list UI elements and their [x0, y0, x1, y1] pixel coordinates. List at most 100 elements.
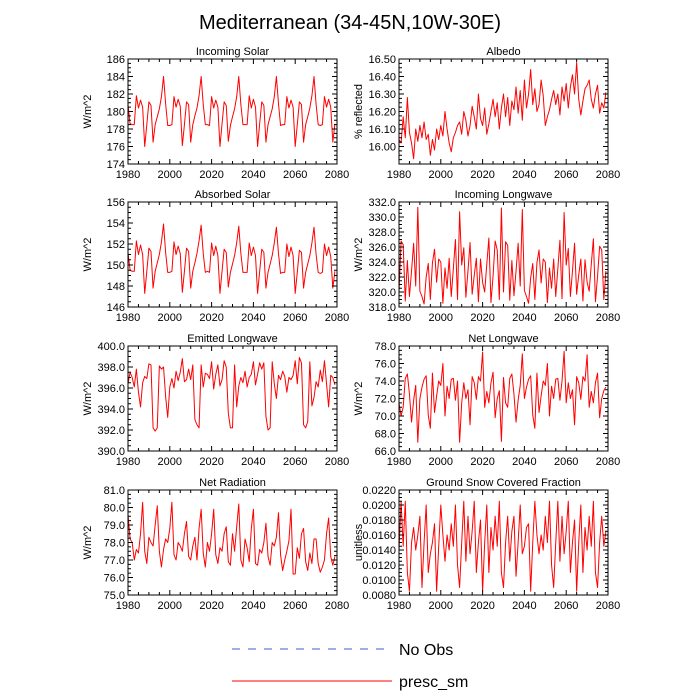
y-tick-label-net-radiation: 81.0 [104, 485, 125, 497]
y-tick-label-incoming-solar: 180 [107, 107, 125, 119]
y-tick-label-ground-snow-covered-fraction: 0.0180 [362, 515, 396, 527]
x-tick-label-absorbed-solar: 2060 [283, 312, 307, 324]
panel-net-longwave: Net Longwave W/m^2 1980 2000 2020 2040 2060 208… [353, 333, 620, 468]
x-tick-label-incoming-solar: 2040 [241, 169, 265, 181]
panel-title-ground-snow-covered-fraction: Ground Snow Covered Fraction [426, 477, 581, 489]
y-tick-label-emitted-longwave: 390.0 [97, 446, 125, 458]
y-tick-label-albedo: 16.00 [368, 142, 396, 154]
y-tick-label-net-radiation: 77.0 [104, 555, 125, 567]
x-tick-label-ground-snow-covered-fraction: 2020 [470, 600, 494, 612]
x-tick-label-net-longwave: 2080 [596, 456, 620, 468]
plot-frame-albedo [398, 58, 609, 165]
panel-absorbed-solar: Absorbed Solar W/m^2 1980 2000 2020 2040 2060 2… [82, 189, 349, 324]
x-tick-label-emitted-longwave: 1980 [116, 456, 140, 468]
y-tick-label-absorbed-solar: 154 [107, 218, 125, 230]
y-tick-label-incoming-longwave: 318.0 [368, 302, 396, 314]
y-tick-label-net-radiation: 75.0 [104, 590, 125, 602]
y-tick-label-albedo: 16.20 [368, 107, 396, 119]
y-tick-label-incoming-longwave: 324.0 [368, 257, 396, 269]
x-tick-label-ground-snow-covered-fraction: 1980 [387, 600, 411, 612]
plot-frame-emitted-longwave [127, 345, 338, 452]
panel-net-radiation: Net Radiation W/m^2 1980 2000 2020 2040 2060 20… [82, 477, 349, 612]
x-tick-label-net-radiation: 2000 [158, 600, 182, 612]
y-tick-label-ground-snow-covered-fraction: 0.0080 [362, 590, 396, 602]
y-tick-label-ground-snow-covered-fraction: 0.0160 [362, 530, 396, 542]
x-tick-label-net-radiation: 2040 [241, 600, 265, 612]
x-tick-label-incoming-solar: 1980 [116, 169, 140, 181]
series-line-presc-sm-incoming-solar [128, 76, 336, 147]
x-tick-label-absorbed-solar: 1980 [116, 312, 140, 324]
panel-title-absorbed-solar: Absorbed Solar [195, 189, 271, 201]
y-tick-label-albedo: 16.30 [368, 89, 396, 101]
y-tick-label-absorbed-solar: 146 [107, 302, 125, 314]
x-tick-label-absorbed-solar: 2080 [325, 312, 349, 324]
panel-title-net-radiation: Net Radiation [199, 477, 266, 489]
y-tick-label-net-longwave: 66.0 [375, 446, 396, 458]
x-tick-label-net-longwave: 2060 [554, 456, 578, 468]
y-axis-label-emitted-longwave: W/m^2 [82, 382, 94, 416]
y-tick-label-ground-snow-covered-fraction: 0.0220 [362, 485, 396, 497]
y-tick-label-net-radiation: 79.0 [104, 520, 125, 532]
figure-title: Mediterranean (34-45N,10W-30E) [199, 12, 501, 34]
y-tick-label-incoming-longwave: 330.0 [368, 212, 396, 224]
x-tick-label-net-longwave: 2020 [470, 456, 494, 468]
x-tick-label-ground-snow-covered-fraction: 2000 [429, 600, 453, 612]
y-tick-label-albedo: 16.40 [368, 72, 396, 84]
plot-frame-net-longwave [398, 345, 609, 452]
x-tick-label-net-longwave: 2040 [512, 456, 536, 468]
y-axis-label-incoming-solar: W/m^2 [82, 95, 94, 129]
panel-title-albedo: Albedo [486, 46, 520, 58]
x-tick-label-emitted-longwave: 2080 [325, 456, 349, 468]
x-tick-label-net-radiation: 2080 [325, 600, 349, 612]
x-tick-label-net-radiation: 1980 [116, 600, 140, 612]
y-tick-label-net-longwave: 78.0 [375, 341, 396, 353]
y-tick-label-net-longwave: 70.0 [375, 411, 396, 423]
y-tick-label-albedo: 16.10 [368, 124, 396, 136]
x-tick-label-incoming-longwave: 2040 [512, 312, 536, 324]
x-tick-label-ground-snow-covered-fraction: 2040 [512, 600, 536, 612]
y-tick-label-incoming-solar: 186 [107, 54, 125, 66]
y-tick-label-net-radiation: 78.0 [104, 538, 125, 550]
series-line-presc-sm-albedo [399, 62, 607, 160]
x-tick-label-emitted-longwave: 2060 [283, 456, 307, 468]
y-tick-label-incoming-solar: 184 [107, 72, 125, 84]
y-tick-label-net-longwave: 72.0 [375, 394, 396, 406]
x-tick-label-ground-snow-covered-fraction: 2060 [554, 600, 578, 612]
panel-title-incoming-longwave: Incoming Longwave [455, 189, 553, 201]
x-tick-label-ground-snow-covered-fraction: 2080 [596, 600, 620, 612]
y-tick-label-net-longwave: 76.0 [375, 359, 396, 371]
x-tick-label-albedo: 1980 [387, 169, 411, 181]
x-tick-label-incoming-solar: 2060 [283, 169, 307, 181]
y-tick-label-incoming-longwave: 322.0 [368, 272, 396, 284]
x-tick-label-incoming-longwave: 2060 [554, 312, 578, 324]
y-axis-label-absorbed-solar: W/m^2 [82, 238, 94, 272]
x-tick-label-emitted-longwave: 2040 [241, 456, 265, 468]
panel-grid: Incoming Solar W/m^2 1980 2000 2020 2040 2060 2… [82, 46, 620, 612]
y-tick-label-incoming-solar: 174 [107, 159, 125, 171]
y-tick-label-ground-snow-covered-fraction: 0.0100 [362, 575, 396, 587]
panel-incoming-solar: Incoming Solar W/m^2 1980 2000 2020 2040 2060 2… [82, 46, 349, 181]
panel-title-emitted-longwave: Emitted Longwave [187, 333, 278, 345]
y-tick-label-ground-snow-covered-fraction: 0.0120 [362, 560, 396, 572]
panel-emitted-longwave: Emitted Longwave W/m^2 1980 2000 2020 2040 206… [82, 333, 349, 468]
y-tick-label-absorbed-solar: 156 [107, 197, 125, 209]
series-line-presc-sm-absorbed-solar [128, 223, 336, 294]
x-tick-label-albedo: 2060 [554, 169, 578, 181]
panel-incoming-longwave: Incoming Longwave W/m^2 1980 2000 2020 2040 20… [353, 189, 620, 324]
x-tick-label-albedo: 2040 [512, 169, 536, 181]
panel-albedo: Albedo % reflected 1980 2000 2020 2040 2060 208… [353, 46, 620, 181]
x-tick-label-incoming-solar: 2000 [158, 169, 182, 181]
series-line-presc-sm-emitted-longwave [128, 357, 336, 432]
y-tick-label-incoming-longwave: 326.0 [368, 242, 396, 254]
y-tick-label-incoming-solar: 176 [107, 142, 125, 154]
y-tick-label-ground-snow-covered-fraction: 0.0200 [362, 500, 396, 512]
y-tick-label-emitted-longwave: 400.0 [97, 341, 125, 353]
y-tick-label-emitted-longwave: 394.0 [97, 404, 125, 416]
y-tick-label-net-longwave: 74.0 [375, 376, 396, 388]
y-tick-label-net-longwave: 68.0 [375, 429, 396, 441]
x-tick-label-incoming-longwave: 2020 [470, 312, 494, 324]
y-tick-label-incoming-solar: 182 [107, 89, 125, 101]
y-axis-label-net-radiation: W/m^2 [82, 526, 94, 560]
y-tick-label-net-radiation: 80.0 [104, 503, 125, 515]
x-tick-label-net-radiation: 2060 [283, 600, 307, 612]
